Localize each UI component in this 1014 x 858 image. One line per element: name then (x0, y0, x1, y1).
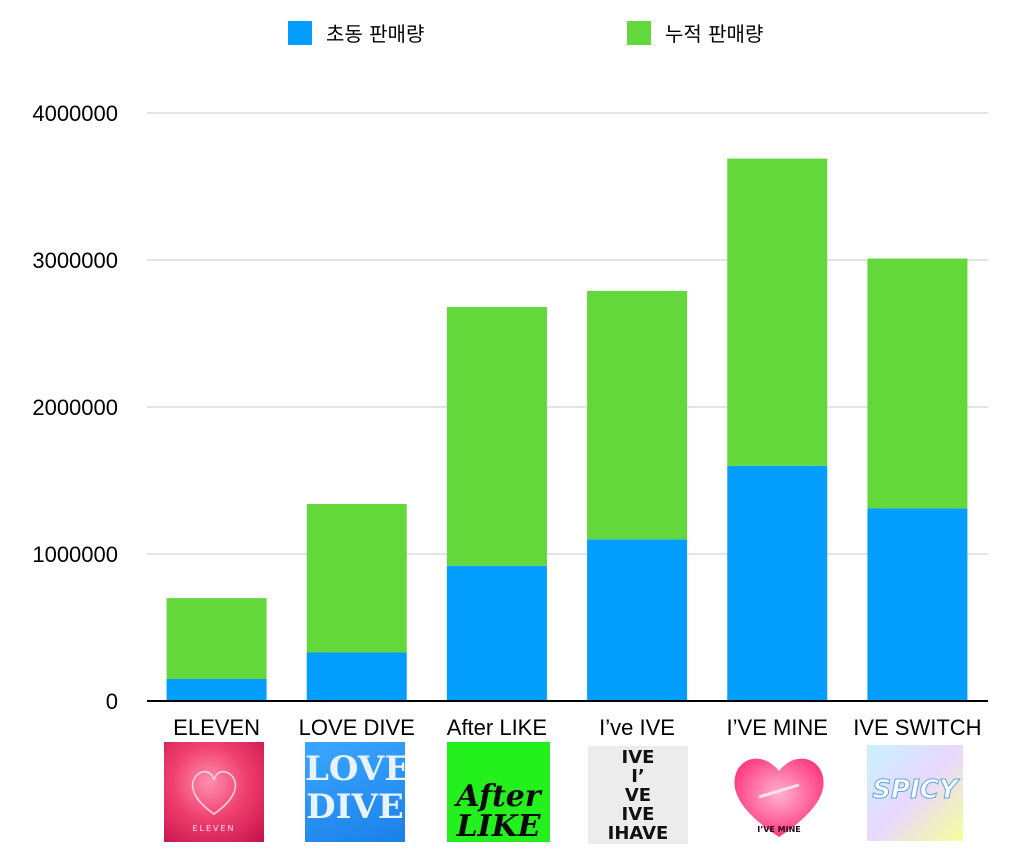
eleven-heart-sketch-icon (191, 770, 237, 815)
bar-initial-sales (727, 465, 828, 701)
y-axis-tick-labels: 0 1000000 2000000 3000000 4000000 (32, 101, 118, 714)
bar-initial-sales (306, 652, 407, 701)
x-tick-label: ELEVEN (173, 715, 260, 740)
after-like-album-cover: After LIKE (447, 742, 550, 842)
legend-label-initial: 초동 판매량 (326, 22, 425, 46)
legend-item-cumulative: 누적 판매량 (627, 18, 763, 47)
bar-cumulative-sales (306, 504, 407, 653)
eleven-cover-text: ELEVEN (192, 824, 236, 833)
legend-item-initial: 초동 판매량 (288, 18, 424, 47)
x-tick-label: I’VE MINE (727, 715, 828, 740)
legend-swatch-initial (288, 20, 312, 45)
bar-cumulative-sales (446, 307, 547, 566)
bar-cumulative-sales (867, 258, 968, 509)
bar-initial-sales (587, 539, 688, 701)
ive-switch-album-cover: SPICY (867, 745, 963, 841)
x-tick-label: After LIKE (447, 715, 547, 740)
ive-ive-album-cover: IVE I’ VE IVE IHAVE IVE (588, 746, 688, 844)
y-tick-label: 1000000 (32, 542, 118, 567)
x-axis-tick-labels: ELEVEN LOVE DIVE After LIKE I’ve IVE I’VE MI… (173, 715, 981, 740)
after-like-cover-text: After LIKE (456, 779, 541, 842)
ive-switch-cover-text: SPICY (872, 775, 958, 806)
y-tick-label: 4000000 (32, 101, 118, 126)
x-tick-label: I’ve IVE (599, 715, 675, 740)
x-tick-label: LOVE DIVE (299, 715, 415, 740)
legend-swatch-cumulative (627, 20, 651, 45)
eleven-album-cover: ELEVEN (164, 742, 264, 842)
bar-initial-sales (166, 678, 267, 701)
bar-cumulative-sales (727, 158, 828, 466)
love-dive-cover-text: LOVE DIVE (305, 749, 405, 827)
ive-mine-cover-text: I’VE MINE (757, 825, 801, 834)
bar-initial-sales (867, 508, 968, 701)
y-tick-label: 3000000 (32, 248, 118, 273)
y-tick-label: 0 (106, 689, 118, 714)
bar-cumulative-sales (166, 598, 267, 679)
ive-ive-cover-text: IVE I’ VE IVE IHAVE IVE (607, 747, 669, 844)
x-tick-label: IVE SWITCH (853, 715, 981, 740)
y-tick-label: 2000000 (32, 395, 118, 420)
bar-cumulative-sales (587, 290, 688, 540)
heart-icon (734, 758, 824, 837)
bar-initial-sales (446, 565, 547, 701)
legend: 초동 판매량 누적 판매량 (0, 18, 1014, 48)
ive-mine-album-cover: I’VE MINE (729, 745, 829, 845)
bars (166, 158, 968, 701)
legend-label-cumulative: 누적 판매량 (665, 22, 764, 46)
love-dive-album-cover: LOVE DIVE (305, 742, 405, 842)
gridlines (147, 112, 988, 555)
